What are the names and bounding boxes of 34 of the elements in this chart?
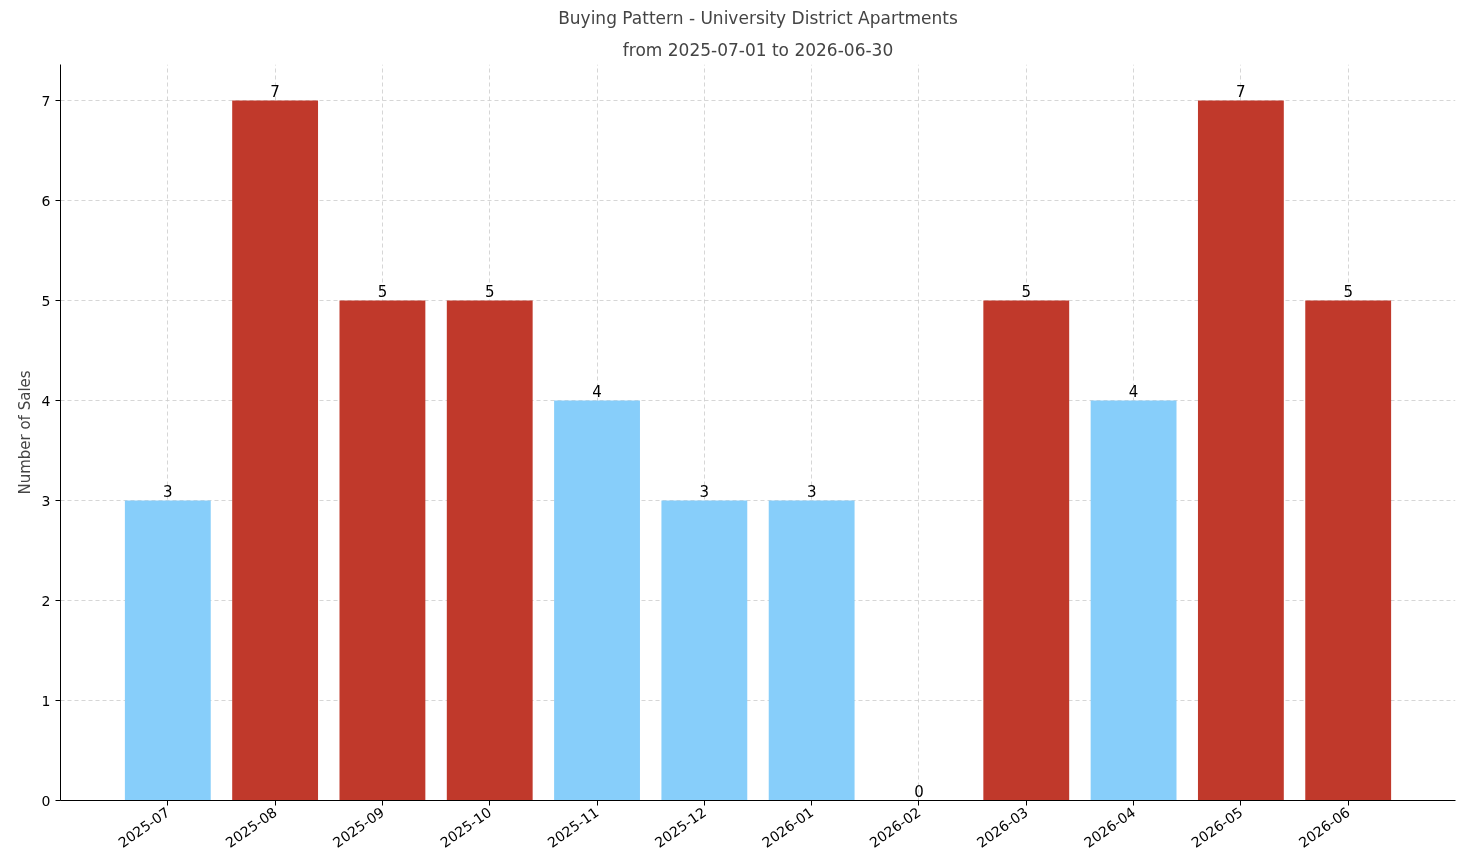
bar — [1197, 100, 1284, 801]
y-tick-label: 7 — [41, 92, 51, 109]
bar — [983, 300, 1070, 801]
data-label: 4 — [1128, 382, 1139, 401]
bar — [1305, 300, 1392, 801]
bar — [1090, 400, 1177, 801]
chart-subtitle: from 2025-07-01 to 2026-06-30 — [622, 39, 894, 60]
data-label: 5 — [377, 282, 388, 301]
data-label: 0 — [914, 782, 924, 801]
y-tick-label: 4 — [41, 392, 51, 409]
data-label: 3 — [806, 482, 817, 501]
y-tick-label: 2 — [41, 592, 51, 609]
data-label: 7 — [1236, 82, 1246, 101]
data-label: 5 — [1343, 282, 1353, 301]
bar — [768, 500, 855, 801]
data-label: 7 — [270, 82, 280, 101]
bar — [661, 500, 748, 801]
data-label: 3 — [699, 482, 710, 501]
data-label: 4 — [592, 382, 602, 401]
y-tick-label: 6 — [41, 192, 51, 209]
bar — [232, 100, 319, 801]
data-label: 5 — [1021, 282, 1032, 301]
bar — [124, 500, 211, 801]
y-tick-label: 3 — [41, 492, 51, 509]
bar — [339, 300, 426, 801]
y-tick-label: 0 — [41, 792, 51, 809]
chart-title: Buying Pattern - University District Apartments — [558, 7, 959, 28]
y-axis-title: Number of Sales — [15, 370, 34, 495]
y-tick-label: 1 — [41, 692, 51, 709]
data-label: 3 — [163, 482, 173, 501]
data-label: 5 — [484, 282, 495, 301]
bar — [446, 300, 533, 801]
y-tick-label: 5 — [41, 292, 51, 309]
bar — [554, 400, 640, 801]
